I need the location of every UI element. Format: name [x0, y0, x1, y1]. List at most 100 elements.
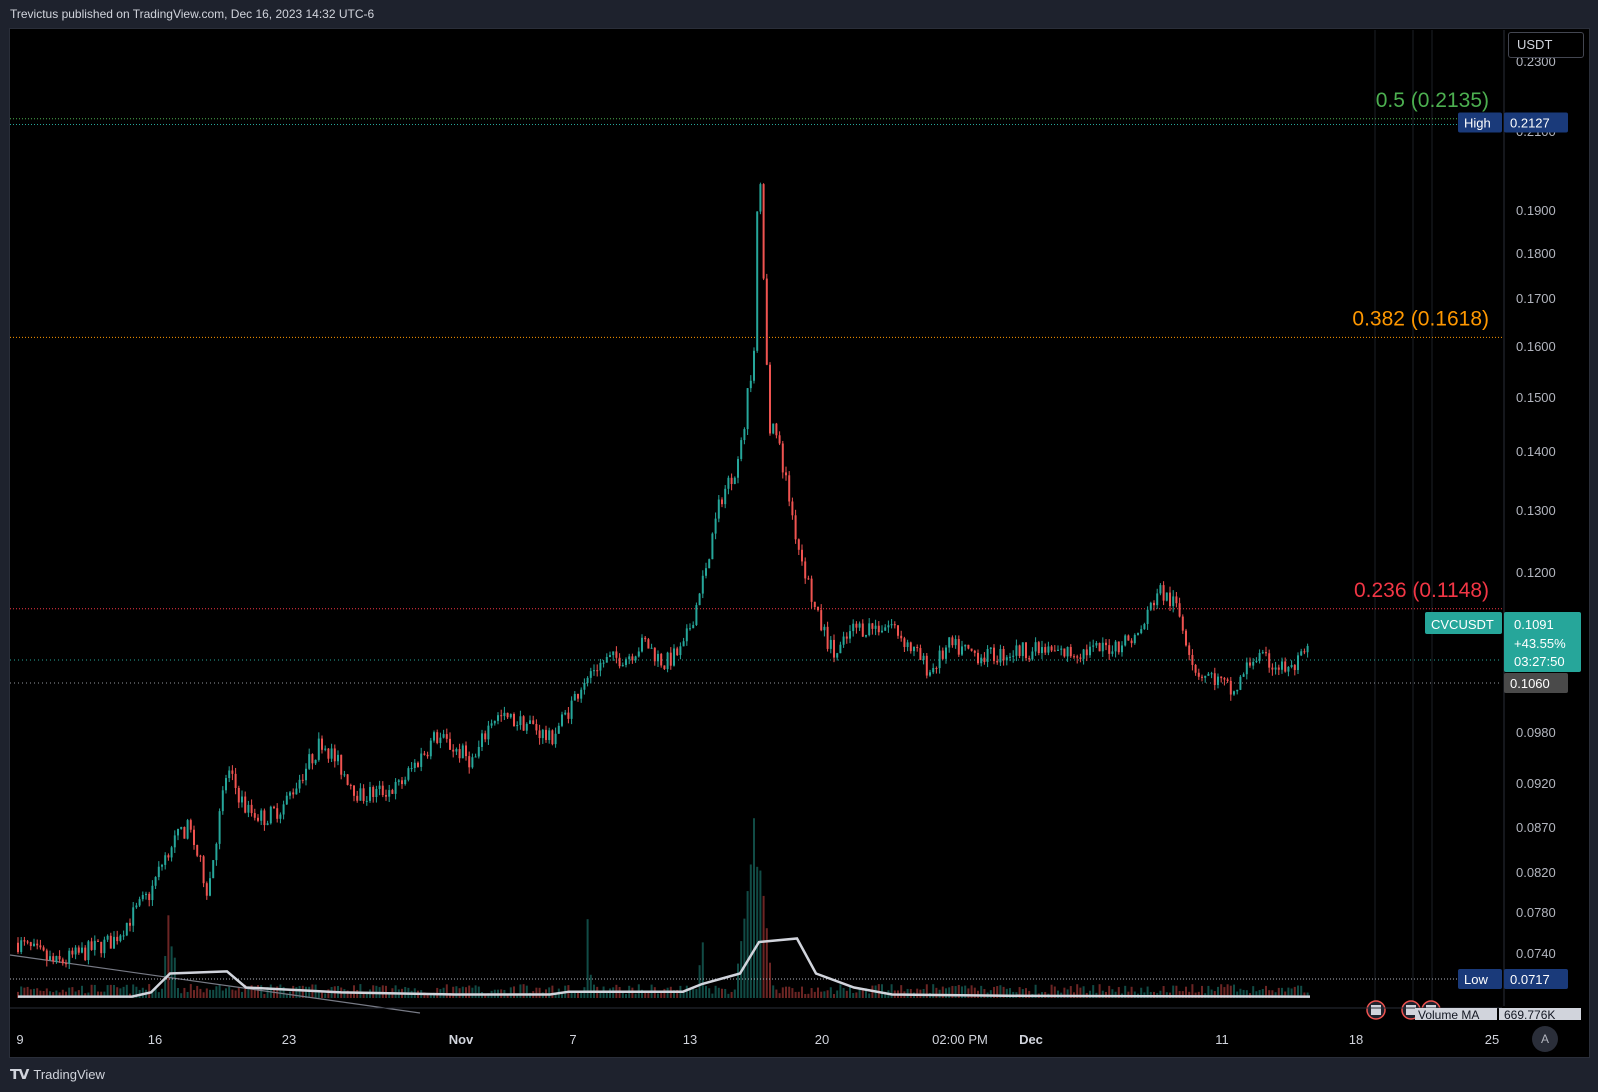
price-tick-label: 0.0740 — [1516, 946, 1556, 961]
volume-bar — [423, 992, 426, 998]
candle-body — [589, 671, 592, 678]
volume-bar — [1265, 985, 1267, 998]
volume-bar — [951, 985, 954, 998]
candle-body — [849, 631, 851, 639]
auto-scale-button[interactable]: A — [1532, 1026, 1558, 1052]
volume-bar — [1303, 992, 1306, 998]
volume-bar — [225, 988, 227, 998]
candle-body — [1188, 645, 1191, 655]
volume-bar — [1236, 991, 1239, 998]
candle-body — [36, 943, 39, 946]
candle-body — [1258, 652, 1261, 661]
volume-bar — [724, 988, 727, 998]
volume-bar — [157, 992, 160, 998]
candles — [17, 182, 1309, 970]
candle-body — [1181, 616, 1184, 631]
volume-bar — [292, 985, 295, 998]
candle-body — [276, 808, 279, 819]
candle-body — [157, 866, 160, 878]
marker-price: 0.1060 — [1504, 673, 1568, 693]
candle-body — [580, 689, 583, 699]
candle-body — [961, 646, 963, 655]
volume-bar — [327, 989, 330, 998]
volume-bar — [93, 984, 96, 998]
currency-selector[interactable]: USDT — [1508, 32, 1584, 58]
candle-body — [634, 656, 637, 661]
volume-bar — [295, 987, 298, 998]
volume-bar — [394, 985, 397, 998]
candle-body — [641, 637, 643, 652]
price-tick-label: 0.0980 — [1516, 725, 1556, 740]
candle-body — [586, 677, 589, 683]
candle-body — [295, 788, 298, 795]
volume-bar — [964, 985, 967, 998]
candle-body — [468, 756, 471, 768]
volume-bar — [253, 990, 256, 998]
volume-bar — [769, 962, 771, 998]
candle-body — [881, 630, 883, 633]
volume-bar — [33, 988, 35, 998]
candle-body — [202, 856, 205, 884]
candle-body — [327, 748, 330, 759]
candle-body — [103, 939, 106, 954]
candle-body — [183, 826, 186, 839]
last-price-tag: 0.1091 +43.55% 03:27:50 — [1504, 612, 1581, 672]
price-tick-label: 0.1600 — [1516, 339, 1556, 354]
volume-bar — [113, 984, 115, 998]
volume-bar — [625, 993, 627, 998]
candle-body — [724, 488, 727, 505]
volume-bar — [241, 991, 243, 998]
time-tick-label: 18 — [1349, 1032, 1363, 1047]
volume-bar — [858, 989, 861, 998]
candle-body — [1268, 653, 1271, 668]
volume-bar — [957, 984, 960, 998]
volume-bar — [1172, 985, 1175, 998]
volume-bar — [948, 987, 951, 998]
volume-bar — [324, 993, 327, 998]
candle-body — [1236, 689, 1239, 692]
high-label-text: High — [1464, 116, 1491, 131]
volume-bar — [881, 984, 883, 998]
volume-bar — [577, 992, 579, 998]
low-label-text: Low — [1464, 972, 1488, 987]
candle-body — [148, 893, 151, 901]
tradingview-logo[interactable]: 𝗧𝗩 TradingView — [10, 1066, 105, 1083]
volume-bar — [1053, 986, 1056, 998]
candle-body — [442, 734, 445, 738]
candle-body — [1098, 642, 1101, 652]
candle-body — [167, 855, 170, 858]
candle-body — [497, 715, 499, 721]
volume-bar — [1261, 988, 1264, 998]
candle-body — [884, 627, 887, 631]
volume-bar — [708, 988, 711, 998]
candle-body — [983, 657, 986, 662]
candle-body — [292, 792, 295, 795]
brand-label: TradingView — [33, 1067, 105, 1082]
volume-bar — [743, 918, 746, 998]
candle-body — [532, 720, 535, 724]
candle-body — [1220, 676, 1223, 679]
candle-body — [113, 936, 115, 949]
volume-bar — [775, 989, 778, 998]
candle-body — [663, 665, 666, 670]
volume-bar — [1252, 986, 1255, 998]
candle-body — [365, 800, 368, 802]
volume-bar — [183, 987, 186, 998]
candle-body — [516, 725, 519, 727]
candle-body — [189, 820, 192, 830]
candle-body — [1213, 673, 1216, 685]
candle-body — [916, 646, 919, 649]
candle-body — [273, 806, 275, 809]
volume-bar — [122, 986, 125, 998]
volume-bar — [388, 993, 391, 998]
price-axis: 0.23000.21000.19000.18000.17000.16000.15… — [1503, 30, 1556, 1006]
volume-bar — [599, 992, 602, 998]
candle-body — [705, 568, 707, 576]
volume-bar — [36, 988, 39, 998]
volume-bar — [513, 986, 515, 998]
volume-bar — [845, 990, 848, 998]
volume-bar — [855, 992, 858, 998]
candle-body — [721, 499, 723, 505]
volume-bar — [797, 991, 800, 998]
